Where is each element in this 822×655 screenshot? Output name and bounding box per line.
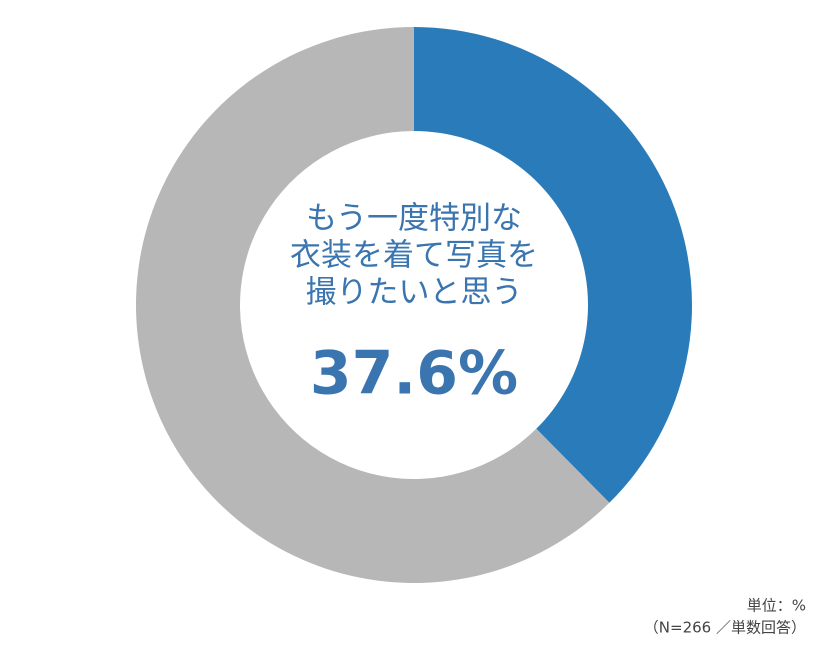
donut-segment (414, 27, 692, 503)
center-text: 衣装を着て写真を (290, 238, 538, 274)
center-text: もう一度特別な (306, 201, 522, 237)
donut-segment (135, 27, 610, 583)
note: （N=266 ／単数回答） (644, 619, 806, 637)
note: 単位：% (747, 597, 806, 615)
value-label: 37.6% (310, 339, 518, 409)
center-text: 撮りたいと思う (306, 275, 523, 311)
